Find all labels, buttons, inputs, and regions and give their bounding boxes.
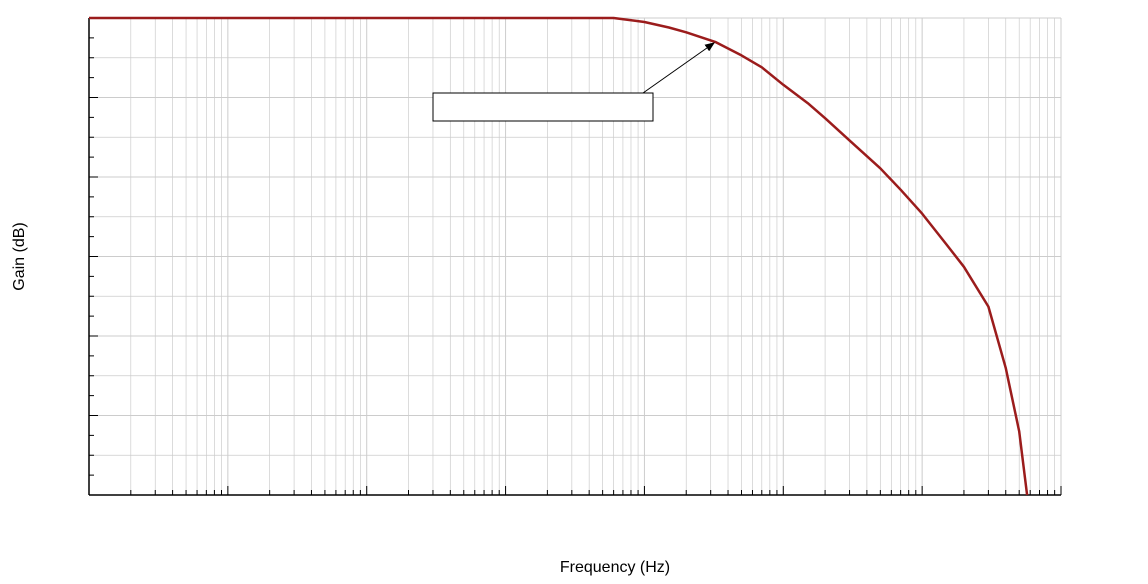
- gain-series-line: [89, 16, 1029, 496]
- annotation-box: [432, 92, 654, 122]
- axes: [88, 17, 1062, 496]
- grid: [88, 17, 1062, 496]
- annotation-layer: [432, 42, 715, 122]
- series-layer: [89, 16, 1029, 496]
- annotation-arrow: [642, 42, 715, 94]
- y-axis-label: Gain (dB): [11, 222, 28, 290]
- x-axis-label: Frequency (Hz): [560, 559, 670, 576]
